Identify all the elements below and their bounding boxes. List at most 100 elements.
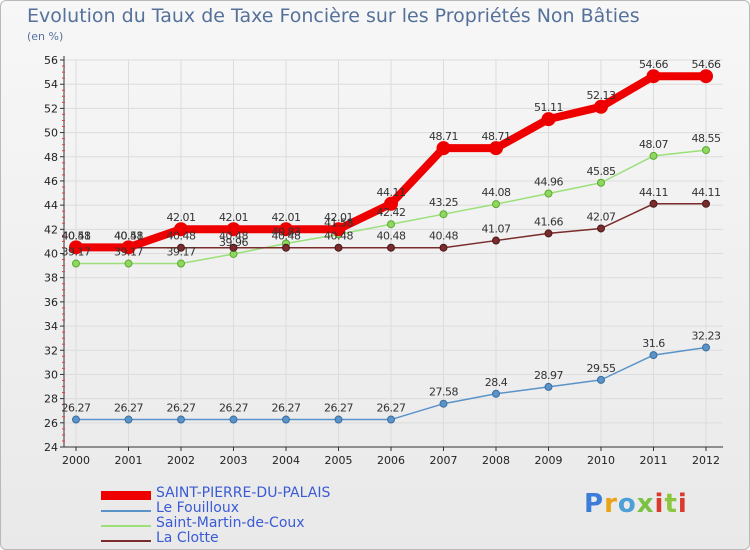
y-tick-label: 44 — [44, 199, 58, 212]
data-point — [387, 415, 395, 424]
data-labels: 26.27 26.27 26.27 26.27 26.27 26.27 26.27 27.58… — [62, 329, 722, 415]
data-label: 40.51 — [114, 229, 143, 242]
data-label: 40.48 — [377, 230, 406, 243]
x-tick-label: 2007 — [430, 454, 458, 467]
data-point — [544, 189, 553, 198]
data-label: 40.48 — [324, 230, 353, 243]
x-tick-label: 2001 — [115, 454, 143, 467]
data-label: 32.23 — [692, 329, 721, 342]
data-label: 44.96 — [534, 176, 563, 189]
data-label: 51.11 — [534, 101, 563, 114]
data-point — [702, 146, 710, 155]
x-tick-label: 2005 — [325, 454, 353, 467]
data-label: 48.55 — [692, 132, 721, 145]
y-tick-label: 48 — [44, 151, 58, 164]
data-label: 26.27 — [272, 402, 301, 415]
data-label: 31.6 — [642, 337, 665, 350]
legend-swatch — [101, 540, 151, 542]
logo-letter: i — [654, 489, 665, 519]
y-tick-label: 46 — [44, 175, 58, 188]
data-point — [124, 259, 133, 268]
data-label: 39.96 — [219, 236, 248, 249]
legend-swatch — [101, 510, 151, 512]
data-point — [544, 229, 553, 238]
data-label: 48.71 — [429, 130, 458, 143]
legend-swatch — [101, 525, 151, 527]
data-label: 27.58 — [429, 386, 458, 399]
y-tick-label: 40 — [44, 248, 58, 261]
data-label: 39.17 — [167, 246, 196, 259]
data-label: 41.58 — [324, 216, 353, 229]
data-point — [439, 399, 448, 408]
series-le-fouilloux — [72, 343, 710, 424]
data-point — [121, 240, 136, 255]
y-tick-label: 52 — [44, 102, 58, 115]
x-tick-label: 2011 — [640, 454, 668, 467]
data-label: 26.27 — [114, 402, 143, 415]
data-point — [492, 389, 500, 398]
data-point — [439, 243, 448, 252]
series-saint-pierre-du-palais — [69, 69, 713, 255]
data-point — [387, 243, 395, 252]
data-label: 26.27 — [377, 402, 406, 415]
x-tick-label: 2002 — [167, 454, 195, 467]
x-tick-label: 2009 — [535, 454, 563, 467]
logo-letter: P — [584, 489, 605, 519]
y-tick-label: 32 — [44, 344, 58, 357]
data-label: 42.01 — [324, 211, 353, 224]
data-label: 28.97 — [534, 369, 563, 382]
data-label: 40.48 — [114, 230, 143, 243]
data-point — [649, 199, 658, 208]
data-label: 42.01 — [167, 211, 196, 224]
data-label: 48.71 — [482, 130, 511, 143]
logo-letter: r — [604, 489, 618, 519]
data-label: 42.01 — [219, 211, 248, 224]
data-point — [597, 224, 605, 233]
logo-letter: o — [617, 489, 637, 519]
data-point — [649, 151, 658, 160]
chart-title: Evolution du Taux de Taxe Foncière sur l… — [27, 5, 640, 27]
data-point — [279, 222, 293, 237]
logo-letter: i — [677, 489, 688, 519]
data-labels: 40.48 40.48 40.48 40.48 40.48 40.48 40.48 40.48… — [62, 186, 722, 243]
x-tick-label: 2006 — [377, 454, 405, 467]
data-label: 44.11 — [377, 186, 406, 199]
legend-label: Le Fouilloux — [156, 500, 240, 516]
data-label: 43.25 — [429, 196, 458, 209]
y-tick-label: 30 — [44, 368, 58, 381]
data-label: 42.01 — [272, 211, 301, 224]
y-tick-label: 54 — [44, 78, 58, 91]
data-label: 26.27 — [62, 402, 91, 415]
y-tick-label: 42 — [44, 223, 58, 236]
data-label: 40.48 — [167, 230, 196, 243]
data-point — [282, 415, 290, 424]
legend-label: SAINT-PIERRE-DU-PALAIS — [156, 485, 331, 501]
data-label: 54.66 — [639, 58, 668, 71]
data-point — [436, 141, 451, 156]
data-label: 28.4 — [485, 376, 508, 389]
data-point — [439, 210, 448, 219]
data-label: 39.17 — [114, 246, 143, 259]
data-label: 39.17 — [62, 246, 91, 259]
logo-letter: x — [636, 489, 655, 519]
y-tick-label: 24 — [44, 441, 58, 454]
data-point — [492, 236, 500, 245]
legend-label: La Clotte — [156, 530, 219, 546]
data-point — [282, 243, 290, 252]
data-label: 44.11 — [692, 186, 721, 199]
data-label: 40.48 — [62, 230, 91, 243]
data-label: 44.11 — [639, 186, 668, 199]
data-label: 44.08 — [482, 186, 511, 199]
data-point — [72, 415, 80, 424]
data-label: 29.55 — [587, 362, 616, 375]
data-label: 52.13 — [587, 89, 616, 102]
data-point — [702, 199, 710, 208]
data-label: 26.27 — [167, 402, 196, 415]
y-unit-label: (en %) — [27, 30, 64, 43]
data-point — [387, 220, 395, 229]
data-point — [544, 382, 553, 391]
data-label: 42.07 — [587, 210, 616, 223]
data-point — [699, 69, 713, 84]
data-point — [334, 415, 343, 424]
